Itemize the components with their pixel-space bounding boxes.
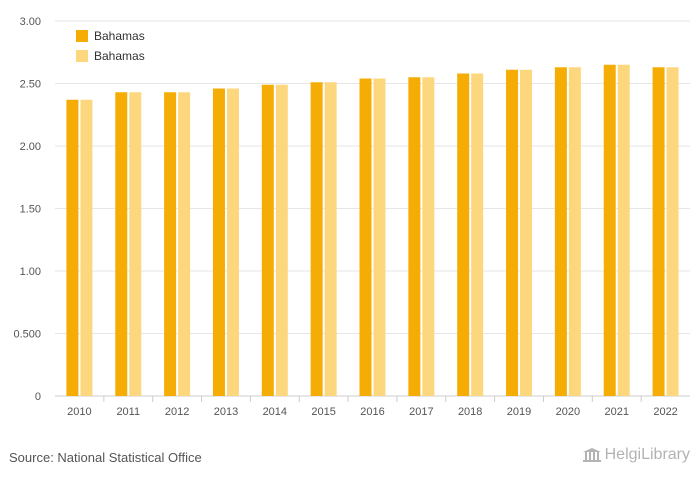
bar-2019-series-2 — [520, 69, 533, 396]
grid-lines — [55, 20, 690, 397]
bar-2015-series-2 — [324, 82, 337, 396]
brand-name: HelgiLibrary — [604, 446, 690, 463]
x-tick-label: 2022 — [653, 406, 677, 418]
legend-label: Bahamas — [94, 29, 145, 43]
bar-2018-series-1 — [457, 73, 470, 396]
x-axis: 2010 2011 2012 2013 2014 2015 2016 2017 2018 2019… — [67, 396, 678, 418]
x-tick-label: 2010 — [67, 406, 91, 418]
bar-2012-series-1 — [164, 92, 177, 396]
bar-2013-series-2 — [226, 88, 239, 396]
bar-2015-series-1 — [310, 82, 323, 396]
bar-2019-series-1 — [506, 69, 519, 396]
y-tick-label: 2.00 — [20, 141, 41, 153]
bar-2013-series-1 — [212, 88, 225, 396]
bar-2017-series-2 — [422, 77, 435, 396]
helgilibrary-logo[interactable]: HelgiLibrary — [582, 446, 690, 464]
y-tick-label: 0.500 — [13, 329, 41, 341]
legend-swatch — [76, 50, 88, 62]
x-tick-label: 2015 — [311, 406, 335, 418]
bar-2011-series-2 — [129, 92, 142, 396]
bar-2010-series-2 — [80, 99, 93, 396]
x-tick-label: 2018 — [458, 406, 482, 418]
x-tick-label: 2013 — [214, 406, 238, 418]
library-icon — [582, 448, 601, 462]
x-tick-label: 2019 — [507, 406, 531, 418]
x-tick-label: 2016 — [360, 406, 384, 418]
y-tick-label: 2.50 — [20, 79, 41, 91]
bar-2022-series-2 — [666, 67, 679, 396]
bar-2017-series-1 — [408, 77, 421, 396]
bar-2016-series-1 — [359, 78, 372, 396]
x-tick-label: 2011 — [116, 406, 140, 418]
source-note: Source: National Statistical Office — [9, 450, 202, 465]
bar-2014-series-1 — [261, 84, 274, 396]
bar-2014-series-2 — [275, 84, 288, 396]
bar-2021-series-1 — [603, 64, 616, 396]
legend: Bahamas Bahamas — [76, 29, 145, 63]
bar-2012-series-2 — [178, 92, 191, 396]
bar-2020-series-2 — [568, 67, 581, 396]
bar-2021-series-2 — [617, 64, 630, 396]
x-tick-label: 2012 — [165, 406, 189, 418]
bar-2016-series-2 — [373, 78, 386, 396]
y-tick-label: 1.00 — [20, 266, 41, 278]
x-tick-label: 2020 — [556, 406, 580, 418]
x-tick-label: 2021 — [604, 406, 628, 418]
x-tick-label: 2017 — [409, 406, 433, 418]
y-tick-label: 1.50 — [20, 204, 41, 216]
y-tick-label: 3.00 — [20, 16, 41, 28]
y-tick-label: 0 — [35, 391, 41, 403]
x-tick-label: 2014 — [263, 406, 287, 418]
bars — [66, 64, 679, 396]
legend-swatch — [76, 30, 88, 42]
bar-2018-series-2 — [471, 73, 484, 396]
bar-2010-series-1 — [66, 99, 79, 396]
bar-2020-series-1 — [554, 67, 567, 396]
y-axis: 0 0.500 1.00 1.50 2.00 2.50 3.00 — [13, 16, 41, 403]
bar-2022-series-1 — [652, 67, 665, 396]
bar-2011-series-1 — [115, 92, 128, 396]
legend-label: Bahamas — [94, 49, 145, 63]
